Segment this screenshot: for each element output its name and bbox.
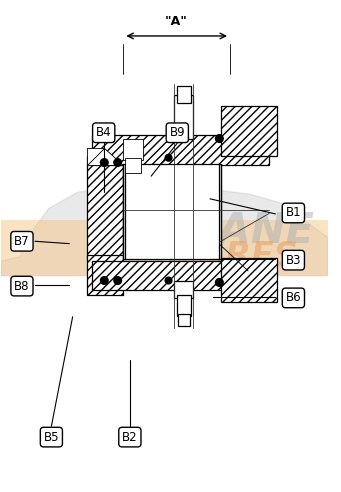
Bar bbox=[174, 280, 193, 298]
Text: B4: B4 bbox=[96, 126, 112, 139]
Text: B9: B9 bbox=[169, 126, 185, 139]
Bar bbox=[92, 135, 269, 165]
Bar bbox=[1, 220, 328, 276]
Polygon shape bbox=[87, 148, 104, 165]
Text: B8: B8 bbox=[14, 279, 30, 293]
Text: SPARES: SPARES bbox=[154, 240, 298, 273]
Text: B6: B6 bbox=[285, 291, 301, 305]
Text: "A": "A" bbox=[165, 15, 188, 29]
Bar bbox=[123, 139, 143, 160]
Bar bbox=[221, 257, 277, 302]
Bar bbox=[178, 314, 190, 326]
Polygon shape bbox=[87, 148, 123, 165]
Circle shape bbox=[114, 277, 121, 284]
Circle shape bbox=[165, 154, 172, 161]
Text: B5: B5 bbox=[44, 430, 59, 444]
Bar bbox=[221, 106, 277, 156]
Bar bbox=[92, 261, 269, 290]
Circle shape bbox=[101, 277, 108, 284]
Text: LANE: LANE bbox=[193, 210, 314, 251]
Text: B2: B2 bbox=[122, 430, 138, 444]
Circle shape bbox=[165, 277, 172, 284]
Circle shape bbox=[216, 135, 223, 142]
Bar bbox=[174, 95, 193, 139]
Circle shape bbox=[216, 278, 223, 286]
Text: B1: B1 bbox=[285, 207, 301, 219]
Circle shape bbox=[101, 159, 108, 166]
Bar bbox=[87, 255, 123, 295]
Text: B3: B3 bbox=[286, 254, 301, 267]
Bar bbox=[125, 158, 141, 173]
Bar bbox=[177, 295, 191, 316]
Bar bbox=[177, 86, 191, 103]
Bar bbox=[123, 163, 221, 259]
Bar bbox=[87, 156, 123, 259]
Circle shape bbox=[114, 159, 121, 166]
Polygon shape bbox=[1, 186, 328, 276]
Text: B7: B7 bbox=[14, 235, 30, 248]
